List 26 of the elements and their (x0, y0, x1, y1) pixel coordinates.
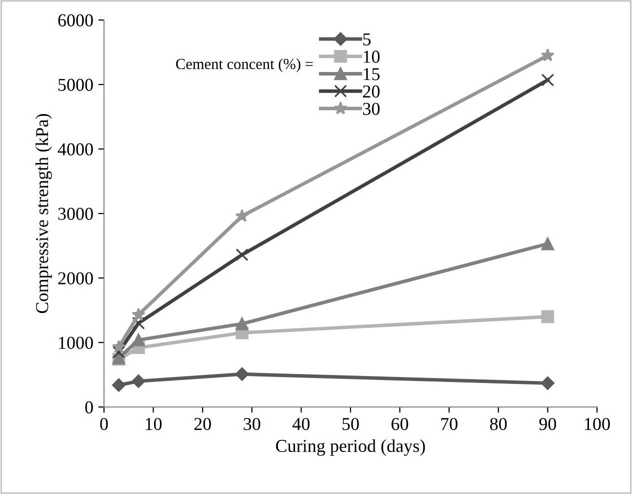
legend-label: 5 (363, 33, 371, 46)
x-tick-label: 30 (244, 418, 260, 430)
x-tick-label: 40 (292, 418, 310, 430)
x-tick-label: 100 (585, 418, 610, 430)
x-axis-title: Curing period (days) (276, 439, 425, 456)
x-tick-label: 90 (539, 418, 556, 430)
x-tick-label: 50 (342, 418, 359, 430)
y-tick-label: 2000 (58, 272, 93, 284)
y-tick-label: 5000 (58, 78, 93, 91)
x-tick-label: 70 (441, 418, 458, 430)
y-tick-label: 1000 (59, 336, 93, 349)
x-tick-label: 0 (100, 418, 108, 430)
legend-label: 20 (363, 85, 380, 98)
legend-label: 15 (364, 68, 380, 80)
x-tick-label: 80 (490, 418, 507, 430)
y-axis-title: Compressive strength (kPa) (35, 114, 52, 314)
x-tick-label: 20 (194, 418, 211, 430)
legend-label: 10 (364, 50, 380, 63)
x-tick-label: 10 (146, 418, 162, 430)
y-tick-label: 6000 (58, 14, 93, 26)
legend-label: 30 (363, 102, 380, 116)
y-tick-label: 0 (85, 401, 93, 414)
x-tick-label: 60 (392, 418, 408, 430)
y-tick-label: 4000 (58, 143, 93, 156)
y-tick-label: 3000 (58, 208, 93, 220)
legend-title: Cement concent (%) = (176, 58, 313, 72)
